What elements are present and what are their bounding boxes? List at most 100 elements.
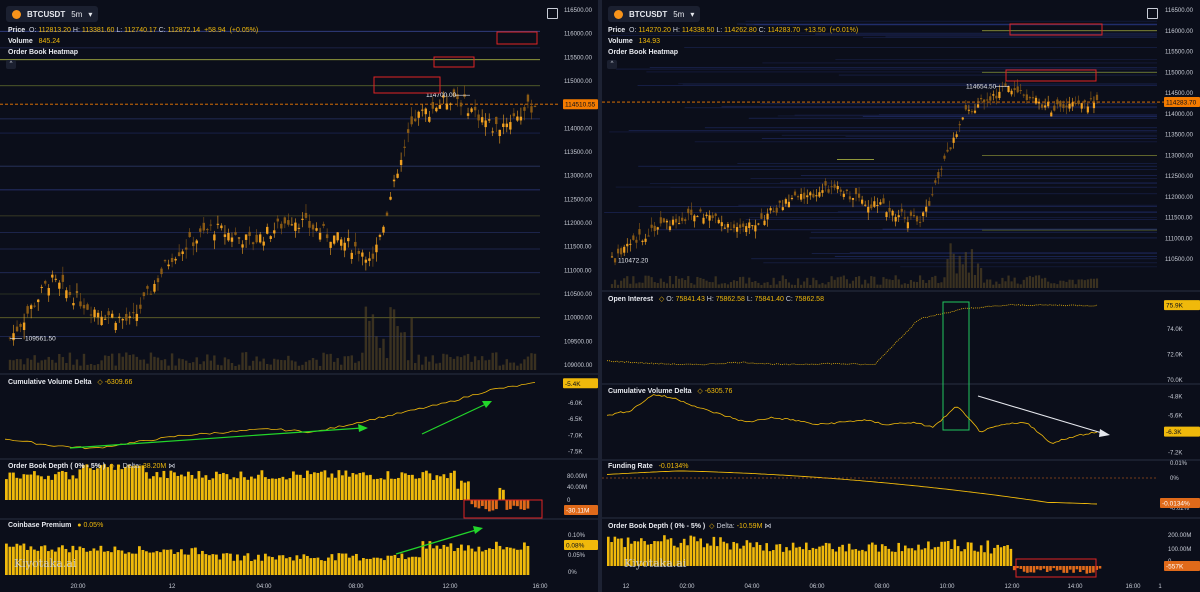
volume-bar <box>906 283 909 288</box>
volume-bar <box>678 278 681 288</box>
candle-body <box>717 219 720 224</box>
left-interval[interactable]: 5m <box>71 9 83 19</box>
premium-bar <box>5 543 8 575</box>
candle-body <box>248 231 251 237</box>
candle-body <box>720 222 723 227</box>
depth-bar <box>446 478 449 500</box>
fullscreen-icon[interactable] <box>1147 8 1158 19</box>
volume-bar <box>998 283 1001 288</box>
volume-bar <box>623 278 626 288</box>
premium-bar <box>204 554 208 575</box>
depth-bar <box>973 550 976 566</box>
candle-body <box>54 278 58 280</box>
price-tick-label: 115500.00 <box>1165 50 1194 56</box>
right-chart-canvas[interactable]: 116500.00 116000.00 115500.00 115000.00 1145… <box>602 0 1200 592</box>
candle-body <box>708 215 711 221</box>
premium-bar <box>365 558 369 575</box>
candle-body <box>970 111 974 113</box>
right-obd-legend: Order Book Depth ( 0% - 5% ) ◇ Delta: -1… <box>608 523 772 530</box>
candle-body <box>876 205 879 207</box>
cvd-tick-label: -7.0K <box>568 433 582 439</box>
volume-bar <box>793 284 797 288</box>
left-chart-canvas[interactable]: 116500.00 116000.00 115500.00 115000.00 1145… <box>0 0 598 592</box>
highlight-box <box>1005 69 1097 82</box>
chevron-down-icon[interactable]: ▾ <box>88 9 93 19</box>
fullscreen-icon[interactable] <box>547 8 558 19</box>
volume-bar <box>519 363 523 370</box>
candle-body <box>1022 94 1025 96</box>
volume-bar <box>937 283 940 288</box>
candle-body <box>213 234 216 241</box>
left-symbol-selector[interactable]: BTCUSDT 5m ▾ <box>6 6 99 22</box>
volume-bar <box>266 363 269 370</box>
depth-bar <box>818 546 821 566</box>
volume-bar <box>888 279 891 288</box>
premium-bar <box>495 541 498 575</box>
volume-bar <box>216 364 220 370</box>
volume-bar <box>452 358 456 370</box>
collapse-legend-button[interactable]: ^ <box>607 60 617 69</box>
right-symbol-selector[interactable]: BTCUSDT 5m ▾ <box>608 6 701 22</box>
depth-bar <box>407 475 411 500</box>
depth-bar <box>348 476 351 500</box>
candle-body <box>845 189 848 192</box>
volume-bar <box>512 362 516 370</box>
candle-body <box>89 314 93 316</box>
trend-arrow <box>395 529 477 555</box>
depth-bar <box>907 548 910 566</box>
candle-body <box>952 137 955 143</box>
premium-bar <box>379 558 383 575</box>
candle-body <box>864 204 867 206</box>
candle-body <box>754 225 757 232</box>
chevron-down-icon[interactable]: ▾ <box>690 9 695 19</box>
depth-bar <box>173 472 176 500</box>
depth-bar <box>798 546 801 566</box>
collapse-legend-button[interactable]: ^ <box>6 60 16 69</box>
candle-body <box>848 196 852 200</box>
depth-bar <box>75 478 78 500</box>
candle-body <box>976 104 980 108</box>
candle-body <box>662 218 665 223</box>
candle-body <box>174 258 177 261</box>
depth-bar <box>630 543 633 566</box>
candle-body <box>361 252 364 257</box>
cbp-current-tag-text: 0.08% <box>566 543 585 550</box>
right-interval[interactable]: 5m <box>673 9 685 19</box>
candle-body <box>903 217 906 219</box>
candle-body <box>641 240 644 242</box>
premium-bar <box>397 558 400 575</box>
volume-bar <box>371 314 375 370</box>
candle-body <box>973 110 977 113</box>
depth-bar <box>722 541 726 566</box>
volume-bar <box>121 356 124 370</box>
premium-bar <box>327 557 330 575</box>
candle-body <box>745 226 748 233</box>
depth-bar <box>159 477 162 500</box>
depth-bar <box>365 475 369 500</box>
premium-bar <box>369 558 372 575</box>
depth-bar <box>404 473 407 500</box>
candle-body <box>665 220 669 223</box>
depth-bar <box>666 539 669 566</box>
candle-body <box>705 214 708 217</box>
pane-divider[interactable] <box>598 0 602 592</box>
volume-bar <box>973 274 977 288</box>
premium-bar <box>253 559 257 575</box>
depth-bar <box>47 475 50 500</box>
premium-bar <box>463 550 467 575</box>
volume-bar <box>723 283 726 288</box>
cvd-tick-label: -4.8K <box>1168 395 1182 401</box>
depth-bar <box>411 474 414 500</box>
volume-bar <box>244 352 248 370</box>
candle-body <box>1047 102 1050 107</box>
depth-bar <box>309 474 313 500</box>
candle-body <box>1095 94 1099 101</box>
depth-bar <box>732 541 735 566</box>
volume-bar <box>1047 281 1050 288</box>
depth-bar <box>386 471 390 500</box>
volume-bar <box>842 275 845 288</box>
depth-bar <box>989 553 993 566</box>
volume-bar <box>318 365 322 370</box>
depth-bar <box>1052 566 1056 569</box>
volume-bar <box>641 282 644 288</box>
